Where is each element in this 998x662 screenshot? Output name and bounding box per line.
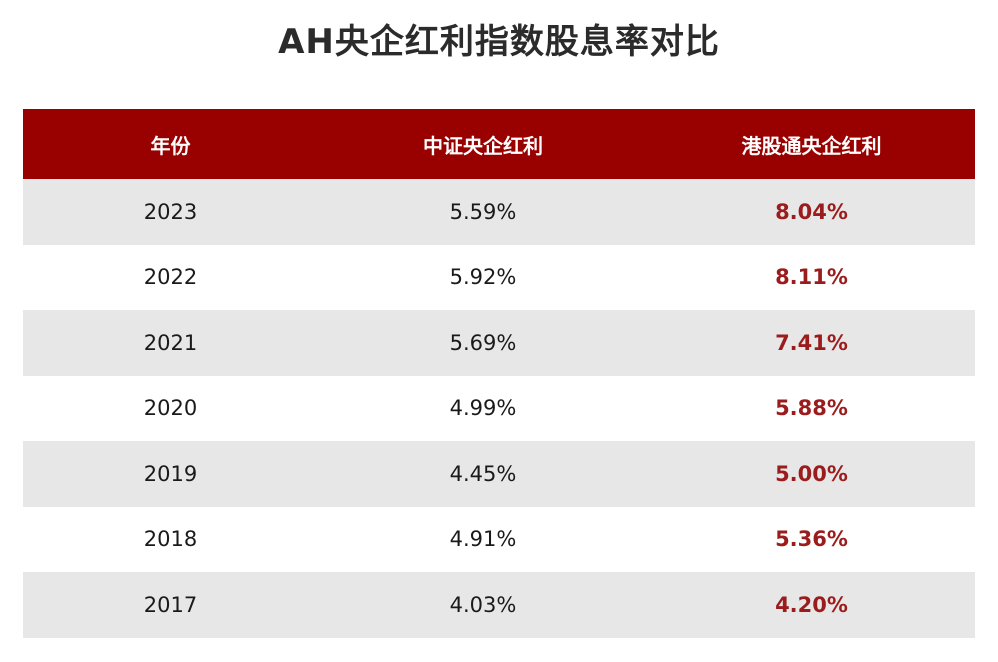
- year-cell: 2022: [143, 265, 198, 290]
- csi-yield-cell: 4.99%: [449, 396, 517, 421]
- table-header: 年份 中证央企红利 港股通央企红利: [23, 109, 975, 179]
- hk-yield-cell: 5.00%: [775, 461, 848, 486]
- csi-yield-cell: 4.45%: [449, 461, 517, 486]
- table-row: 2020 4.99% 5.88%: [23, 375, 975, 441]
- hk-yield-cell: 8.04%: [775, 199, 848, 224]
- table-row: 2023 5.59% 8.04%: [23, 179, 975, 245]
- table-row: 2018 4.91% 5.36%: [23, 506, 975, 572]
- year-cell: 2017: [143, 592, 198, 617]
- header-hk-connect-soe-dividend: 港股通央企红利: [741, 133, 882, 158]
- csi-yield-cell: 5.59%: [449, 199, 517, 224]
- year-cell: 2020: [143, 396, 198, 421]
- hk-yield-cell: 8.11%: [775, 265, 848, 290]
- dividend-yield-table: 年份 中证央企红利 港股通央企红利 2023 5.59% 8.04% 2022 …: [23, 109, 975, 638]
- table-row: 2022 5.92% 8.11%: [23, 244, 975, 310]
- year-cell: 2021: [143, 330, 198, 355]
- table-row: 2021 5.69% 7.41%: [23, 310, 975, 376]
- csi-yield-cell: 4.91%: [449, 527, 517, 552]
- table-row: 2019 4.45% 5.00%: [23, 441, 975, 507]
- year-cell: 2023: [143, 199, 198, 224]
- year-cell: 2018: [143, 527, 198, 552]
- csi-yield-cell: 5.69%: [449, 330, 517, 355]
- hk-yield-cell: 5.88%: [775, 396, 848, 421]
- table-row: 2017 4.03% 4.20%: [23, 572, 975, 638]
- csi-yield-cell: 5.92%: [449, 265, 517, 290]
- page-title: AH央企红利指数股息率对比: [278, 22, 720, 62]
- hk-yield-cell: 5.36%: [775, 527, 848, 552]
- header-year: 年份: [150, 133, 191, 158]
- hk-yield-cell: 7.41%: [775, 330, 848, 355]
- hk-yield-cell: 4.20%: [775, 592, 848, 617]
- header-csi-soe-dividend: 中证央企红利: [423, 133, 543, 158]
- year-cell: 2019: [143, 461, 198, 486]
- csi-yield-cell: 4.03%: [449, 592, 517, 617]
